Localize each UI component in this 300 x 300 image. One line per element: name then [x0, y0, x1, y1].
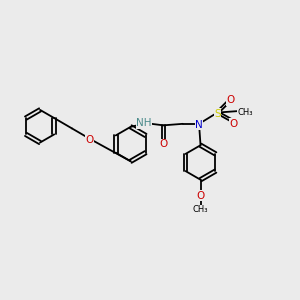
- Text: O: O: [159, 139, 167, 149]
- Text: O: O: [196, 190, 205, 201]
- Text: NH: NH: [136, 118, 152, 128]
- Text: O: O: [226, 95, 234, 105]
- Text: O: O: [230, 119, 238, 129]
- Text: S: S: [214, 109, 221, 118]
- Text: CH₃: CH₃: [237, 108, 253, 117]
- Text: O: O: [86, 135, 94, 145]
- Text: N: N: [195, 120, 203, 130]
- Text: CH₃: CH₃: [193, 205, 208, 214]
